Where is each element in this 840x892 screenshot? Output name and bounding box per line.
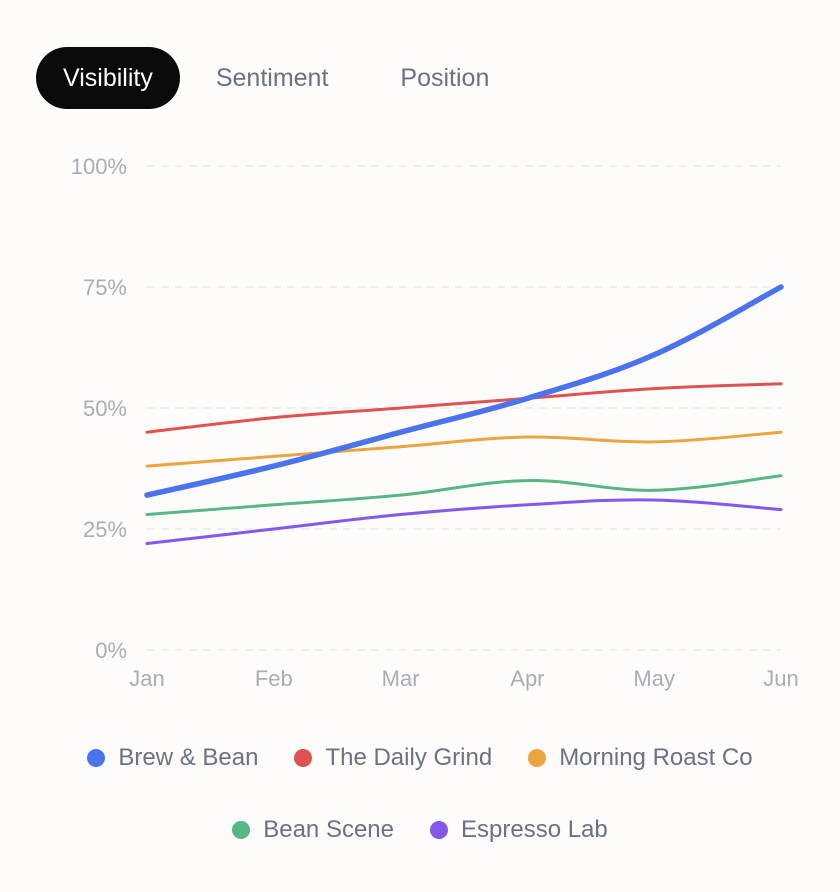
y-tick-label: 25%	[83, 517, 127, 542]
legend-item-espresso-lab[interactable]: Espresso Lab	[430, 816, 608, 844]
tab-position[interactable]: Position	[400, 63, 490, 92]
y-tick-label: 50%	[83, 396, 127, 421]
series-line-espresso-lab	[145, 498, 783, 546]
x-tick-label: Jan	[129, 666, 164, 691]
legend-item-the-daily-grind[interactable]: The Daily Grind	[294, 744, 492, 772]
y-tick-label: 75%	[83, 275, 127, 300]
tab-visibility[interactable]: Visibility	[36, 47, 180, 109]
y-axis-ticks: 0% 25% 50% 75% 100%	[71, 154, 127, 663]
legend-dot	[87, 749, 106, 767]
x-axis-ticks: Jan Feb Mar Apr May Jun	[129, 666, 798, 691]
legend-dot	[232, 821, 251, 839]
metric-tabs: Visibility Sentiment Position	[36, 47, 525, 109]
legend-item-morning-roast-co[interactable]: Morning Roast Co	[528, 744, 753, 772]
legend-item-bean-scene[interactable]: Bean Scene	[232, 816, 394, 844]
legend-dot	[294, 749, 313, 767]
legend-item-brew-and-bean[interactable]: Brew & Bean	[87, 744, 258, 772]
visibility-line-chart: 0% 25% 50% 75% 100% Jan Feb Mar Apr May Jun	[71, 154, 799, 691]
y-tick-label: 100%	[71, 154, 127, 179]
legend-label: Bean Scene	[263, 816, 394, 843]
series-line-brew-and-bean	[144, 284, 784, 498]
series-lines	[144, 284, 784, 546]
series-line-bean-scene	[145, 474, 783, 516]
legend-row-1: Brew & Bean The Daily Grind Morning Roas…	[0, 744, 840, 772]
legend-dot	[528, 749, 547, 767]
x-tick-label: May	[633, 666, 675, 691]
x-tick-label: Feb	[255, 666, 293, 691]
legend-label: The Daily Grind	[325, 744, 493, 771]
series-line-the-daily-grind	[145, 382, 783, 434]
legend-label: Brew & Bean	[118, 744, 259, 771]
series-line-morning-roast-co	[145, 430, 783, 468]
legend-label: Espresso Lab	[461, 816, 608, 843]
tab-sentiment[interactable]: Sentiment	[215, 63, 329, 92]
x-tick-label: Jun	[763, 666, 798, 691]
x-tick-label: Apr	[510, 666, 544, 691]
y-tick-label: 0%	[95, 638, 127, 663]
x-tick-label: Mar	[382, 666, 420, 691]
legend-row-2: Bean Scene Espresso Lab	[0, 816, 840, 844]
legend-dot	[430, 821, 448, 839]
grid-lines	[147, 165, 781, 651]
legend-label: Morning Roast Co	[559, 744, 753, 771]
